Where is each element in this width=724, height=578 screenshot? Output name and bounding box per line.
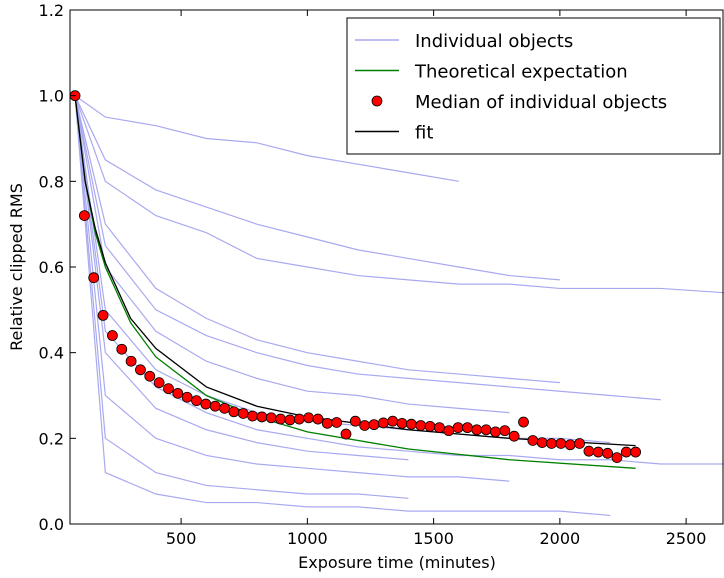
median-point: [265, 412, 277, 424]
legend-label: Individual objects: [415, 31, 573, 52]
y-tick-label: 0.2: [39, 429, 64, 448]
legend-label: fit: [415, 123, 433, 144]
median-point: [228, 406, 240, 418]
y-tick-label: 0.6: [39, 258, 64, 277]
median-point: [153, 377, 165, 389]
median-point: [135, 364, 146, 376]
median-point: [284, 414, 296, 426]
object-line: [74, 95, 560, 384]
legend: Individual objects Theoretical expectatio…: [346, 17, 721, 155]
legend-label: Theoretical expectation: [414, 62, 628, 83]
legend-marker: [371, 95, 383, 107]
median-point: [331, 417, 343, 428]
x-tick-label: 1500: [413, 529, 454, 548]
median-point: [368, 419, 380, 431]
median-point: [583, 445, 595, 457]
x-tick-label: 2500: [666, 529, 707, 548]
y-axis-label: Relative clipped RMS: [7, 183, 26, 351]
median-point: [620, 446, 632, 458]
median-point: [88, 272, 100, 284]
plot-area: [70, 90, 724, 517]
axes: 500 1000 1500 2000 2500 0.0 0.2 0.4 0.6 0.8 1.0 1.2: [39, 1, 707, 548]
median-point: [97, 310, 109, 321]
object-line: [74, 95, 661, 401]
median-point: [490, 426, 501, 438]
median-point: [303, 412, 315, 424]
series-line: [74, 95, 636, 469]
median-point: [592, 446, 604, 458]
legend-label: Median of individual objects: [415, 92, 667, 113]
median-point: [116, 343, 128, 355]
median-point: [107, 330, 118, 341]
median-point: [480, 424, 492, 436]
x-tick-label: 2000: [540, 529, 581, 548]
median-point: [611, 452, 623, 464]
object-line: [74, 95, 724, 294]
median-point: [508, 430, 520, 442]
median-point: [527, 435, 539, 446]
median-point: [630, 446, 642, 458]
y-tick-label: 0.0: [39, 515, 64, 534]
object-line: [74, 95, 510, 482]
series-line: [74, 95, 636, 447]
median-point: [321, 417, 333, 429]
object-line: [74, 95, 459, 182]
object-line: [74, 95, 510, 414]
median-point: [396, 417, 408, 429]
object-line: [74, 95, 409, 499]
median-point: [462, 422, 473, 434]
x-axis-label: Exposure time (minutes): [298, 553, 496, 572]
median-point: [546, 438, 557, 449]
median-point: [555, 438, 567, 449]
median-point: [312, 413, 324, 425]
median-point: [471, 424, 483, 436]
median-point: [574, 438, 585, 449]
median-point: [405, 418, 417, 430]
median-point: [499, 425, 511, 437]
median-point: [172, 387, 184, 399]
median-point: [163, 383, 174, 395]
median-point: [191, 395, 202, 407]
object-line: [74, 95, 560, 281]
median-point: [144, 370, 156, 382]
y-tick-label: 0.4: [39, 344, 64, 363]
median-point: [564, 439, 576, 451]
median-point: [387, 415, 399, 427]
median-point: [340, 428, 352, 440]
median-point: [200, 398, 212, 410]
object-line: [74, 95, 611, 517]
median-point: [602, 447, 613, 459]
median-point: [237, 408, 249, 419]
median-point: [415, 420, 427, 431]
median-point: [359, 420, 371, 431]
median-point: [518, 416, 529, 428]
median-point: [247, 410, 258, 422]
median-point: [536, 437, 548, 449]
median-point: [377, 417, 389, 429]
median-point: [275, 413, 286, 425]
median-point: [181, 391, 193, 403]
y-tick-label: 1.2: [39, 1, 64, 20]
median-point: [219, 402, 230, 414]
median-point: [452, 422, 464, 434]
y-tick-label: 1.0: [39, 87, 64, 106]
median-point: [434, 422, 445, 434]
median-point: [424, 420, 436, 432]
x-tick-label: 1000: [287, 529, 328, 548]
median-point: [78, 210, 90, 222]
median-point: [349, 415, 361, 427]
median-point: [293, 413, 305, 425]
median-point: [209, 400, 221, 412]
median-point: [256, 411, 268, 423]
y-tick-label: 0.8: [39, 172, 64, 191]
x-tick-label: 500: [166, 529, 197, 548]
median-point: [443, 425, 455, 437]
median-point: [125, 355, 137, 367]
legend-box: [346, 17, 721, 155]
object-line: [74, 95, 409, 461]
